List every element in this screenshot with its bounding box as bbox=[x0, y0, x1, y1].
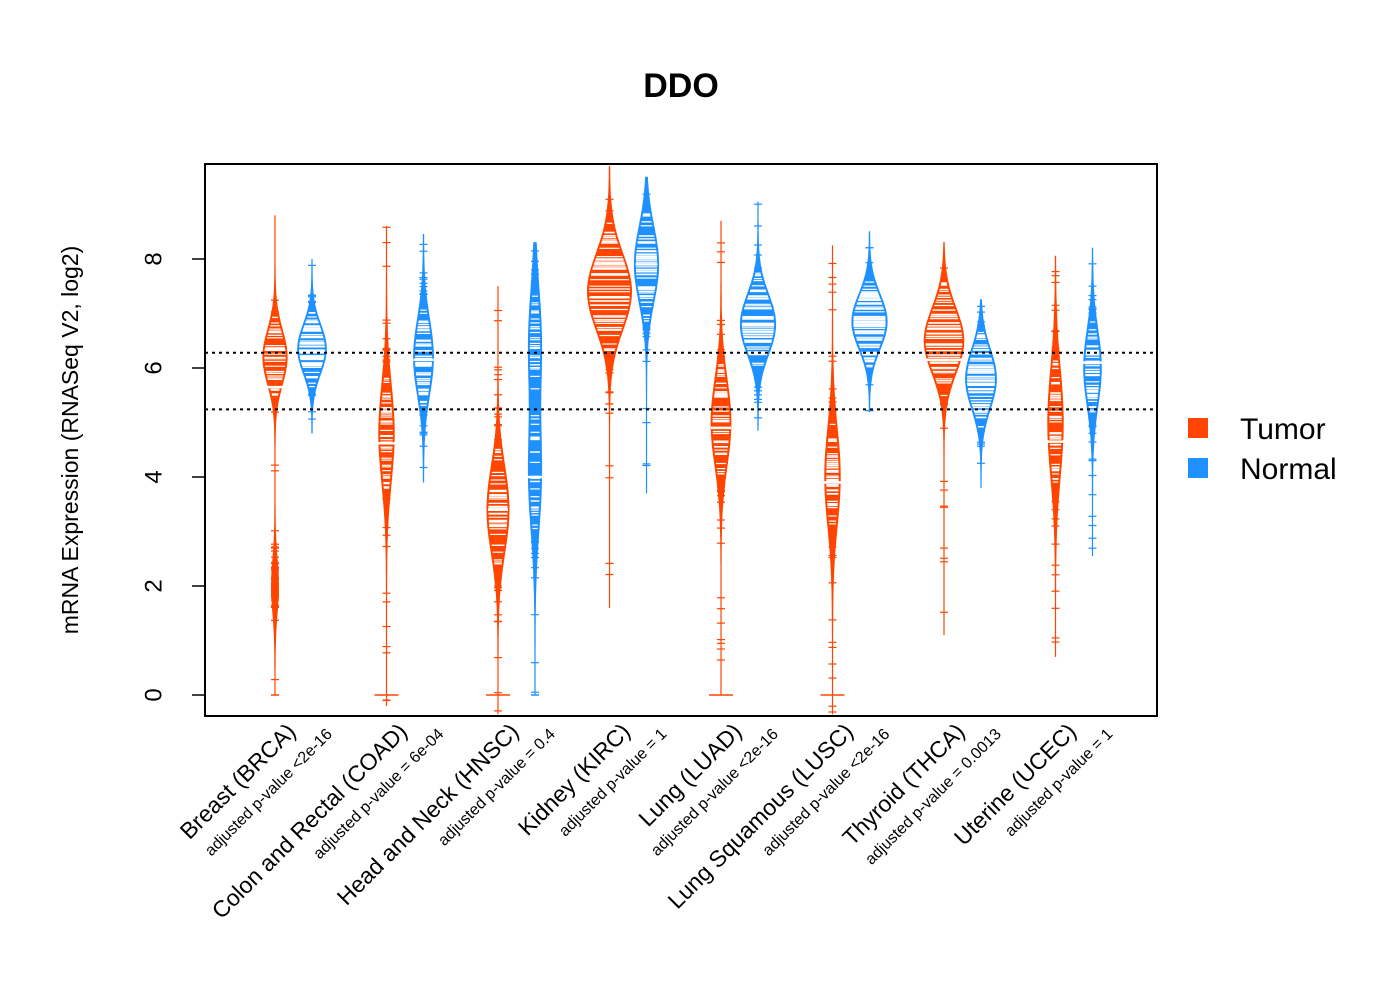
normal-bean-5 bbox=[851, 231, 888, 413]
plot-frame bbox=[204, 163, 1158, 717]
tumor-bean-2 bbox=[486, 286, 510, 715]
legend-swatch bbox=[1188, 458, 1208, 478]
y-tick-label: 4 bbox=[140, 470, 167, 483]
tumor-bean-0 bbox=[262, 215, 288, 696]
normal-bean-7 bbox=[1082, 247, 1103, 557]
tumor-bean-4 bbox=[709, 220, 733, 696]
tumor-bean-1 bbox=[374, 226, 399, 706]
tumor-bean-5 bbox=[820, 245, 845, 715]
y-tick-label: 6 bbox=[140, 361, 167, 374]
normal-bean-4 bbox=[739, 201, 777, 431]
tumor-bean-3 bbox=[586, 165, 633, 608]
chart-title: DDO bbox=[643, 67, 719, 105]
reference-lines bbox=[205, 351, 1157, 411]
tumor-bean-6 bbox=[923, 242, 965, 636]
normal-bean-2 bbox=[525, 242, 545, 696]
y-axis: 0 2 4 6 8 bbox=[140, 252, 206, 702]
tumor-bean-7 bbox=[1045, 255, 1066, 657]
normal-bean-0 bbox=[297, 259, 327, 434]
normal-bean-6 bbox=[965, 299, 997, 488]
legend-swatch bbox=[1188, 418, 1208, 438]
legend-label: Normal bbox=[1240, 453, 1337, 486]
legend-label: Tumor bbox=[1240, 413, 1326, 446]
legend: Tumor Normal bbox=[1188, 413, 1337, 486]
y-tick-label: 8 bbox=[140, 252, 167, 265]
y-axis-label: mRNA Expression (RNASeq V2, log2) bbox=[57, 246, 83, 635]
y-tick-label: 0 bbox=[140, 688, 167, 701]
beans-layer bbox=[262, 165, 1103, 715]
normal-bean-1 bbox=[413, 234, 434, 483]
normal-bean-3 bbox=[633, 176, 660, 494]
y-tick-label: 2 bbox=[140, 579, 167, 592]
x-axis-labels: Breast (BRCA)adjusted p-value <2e-16Colo… bbox=[175, 718, 1117, 923]
